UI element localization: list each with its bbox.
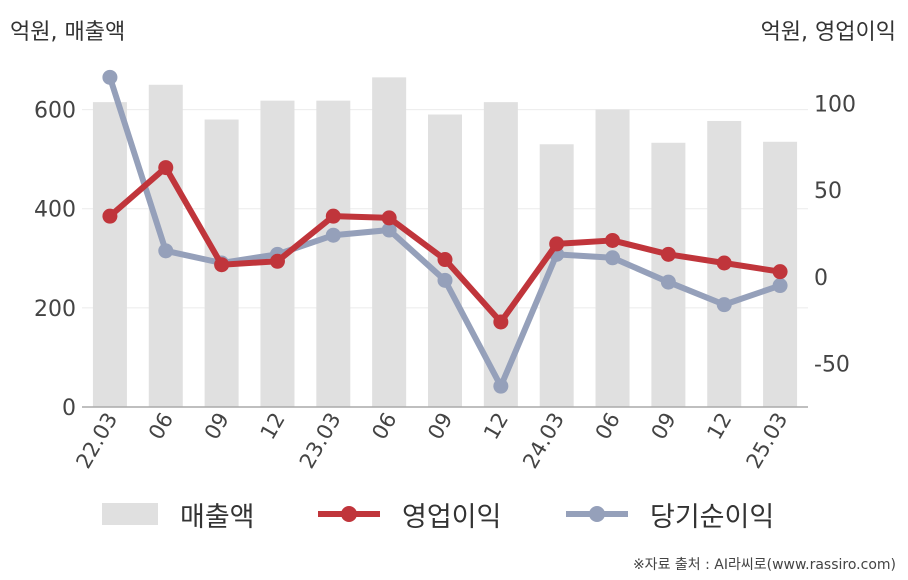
legend-item-operating-profit: 영업이익 xyxy=(318,494,501,534)
left-tick-label-1: 200 xyxy=(34,297,76,322)
left-tick-label-0: 0 xyxy=(62,396,76,421)
legend-swatch-operating-profit xyxy=(318,503,380,525)
legend-swatch-net-income xyxy=(566,503,628,525)
operating-profit-point-5 xyxy=(381,210,397,226)
right-tick-label-3: 100 xyxy=(814,92,856,117)
left-tick-label-3: 600 xyxy=(34,99,76,124)
operating-profit-point-3 xyxy=(269,253,285,269)
revenue-bar-0 xyxy=(92,102,127,407)
net-income-point-5 xyxy=(381,222,397,238)
right-tick-label-0: -50 xyxy=(814,353,850,378)
x-tick-label-12: 25.03 xyxy=(742,409,793,473)
chart-legend: 매출액 영업이익 당기순이익 xyxy=(0,494,908,534)
right-tick-label-2: 50 xyxy=(814,179,842,204)
operating-profit-point-1 xyxy=(158,160,174,176)
legend-item-net-income: 당기순이익 xyxy=(566,494,774,534)
x-tick-label-0: 22.03 xyxy=(71,409,122,473)
left-tick-label-2: 400 xyxy=(34,198,76,223)
legend-label-revenue: 매출액 xyxy=(180,501,255,533)
x-tick-label-9: 06 xyxy=(591,409,625,444)
legend-label-net-income: 당기순이익 xyxy=(650,501,775,533)
x-tick-label-3: 12 xyxy=(256,409,290,444)
net-income-point-10 xyxy=(660,274,676,290)
x-tick-label-8: 24.03 xyxy=(518,409,569,473)
net-income-point-6 xyxy=(437,272,453,288)
operating-profit-point-7 xyxy=(493,314,509,330)
x-tick-label-5: 06 xyxy=(367,409,401,444)
x-tick-label-11: 12 xyxy=(702,409,736,444)
operating-profit-point-2 xyxy=(214,257,230,273)
net-income-point-9 xyxy=(605,250,621,266)
operating-profit-point-6 xyxy=(437,252,453,268)
legend-swatch-revenue xyxy=(102,503,158,525)
operating-profit-point-4 xyxy=(325,208,341,224)
x-tick-label-7: 12 xyxy=(479,409,513,444)
net-income-point-11 xyxy=(716,297,732,313)
x-tick-label-6: 09 xyxy=(423,409,457,444)
operating-profit-point-0 xyxy=(102,208,118,224)
operating-profit-point-12 xyxy=(772,264,788,280)
operating-profit-point-11 xyxy=(716,255,732,271)
x-tick-label-1: 06 xyxy=(144,409,178,444)
operating-profit-point-8 xyxy=(549,236,565,252)
x-tick-label-10: 09 xyxy=(647,409,681,444)
net-income-point-7 xyxy=(493,378,509,394)
revenue-bar-4 xyxy=(316,100,351,408)
right-axis-unit: 억원, 영업이익 xyxy=(760,20,896,45)
operating-profit-point-10 xyxy=(660,246,676,262)
left-axis-unit: 억원, 매출액 xyxy=(10,20,126,45)
legend-item-revenue: 매출액 xyxy=(102,494,255,534)
net-income-point-4 xyxy=(325,227,341,243)
operating-profit-point-9 xyxy=(605,232,621,248)
x-tick-label-4: 23.03 xyxy=(295,409,346,473)
net-income-point-12 xyxy=(772,278,788,294)
legend-label-operating-profit: 영업이익 xyxy=(402,501,502,533)
source-note: ※자료 출처 : AI라씨로(www.rassiro.com) xyxy=(632,557,896,573)
net-income-point-0 xyxy=(102,69,118,85)
x-tick-label-2: 09 xyxy=(200,409,234,444)
right-tick-label-1: 0 xyxy=(814,266,828,291)
net-income-point-1 xyxy=(158,243,174,259)
